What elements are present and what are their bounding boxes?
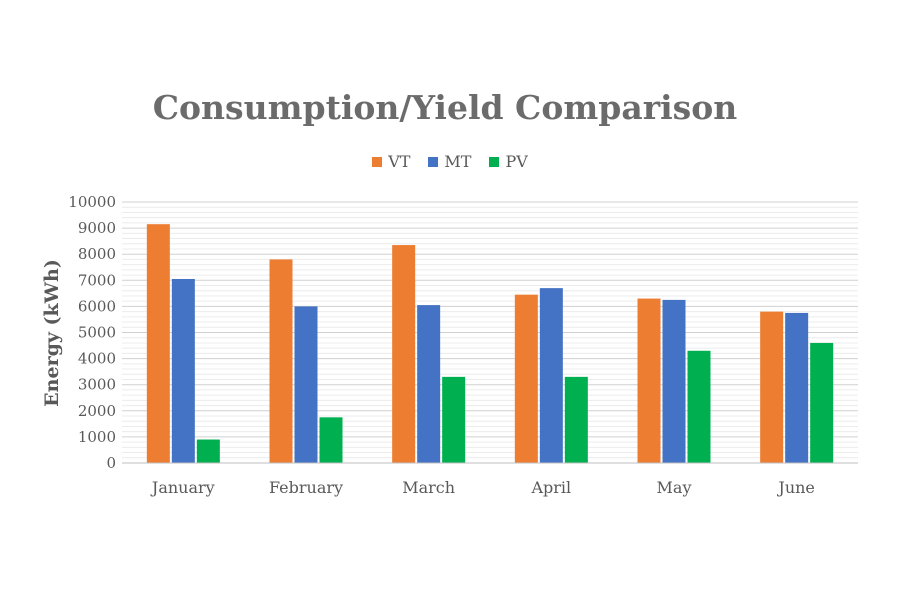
- bar-vt-february: [269, 259, 293, 463]
- x-tick-label: June: [776, 478, 815, 497]
- chart-title: Consumption/Yield Comparison: [152, 88, 738, 127]
- legend-item-mt: MT: [428, 152, 471, 171]
- y-tick-label: 5000: [78, 324, 116, 342]
- bar-pv-january: [196, 439, 220, 463]
- y-tick-label: 7000: [78, 271, 116, 289]
- y-tick-label: 6000: [78, 297, 116, 315]
- x-tick-label: April: [530, 478, 571, 497]
- bar-vt-january: [146, 224, 170, 463]
- legend-label: MT: [444, 152, 472, 171]
- y-tick-label: 4000: [78, 350, 116, 368]
- bar-mt-february: [294, 306, 318, 463]
- legend-label: VT: [388, 152, 411, 171]
- bar-mt-may: [662, 299, 686, 463]
- legend-swatch: [428, 156, 439, 167]
- bar-mt-june: [785, 312, 809, 463]
- y-tick-label: 10000: [68, 193, 116, 211]
- legend: VT MT PV: [0, 152, 900, 171]
- legend-swatch: [489, 156, 500, 167]
- legend-item-pv: PV: [489, 152, 528, 171]
- bars: [122, 224, 858, 464]
- bar-mt-april: [539, 288, 563, 463]
- legend-label: PV: [505, 152, 528, 171]
- bar-vt-march: [392, 245, 416, 463]
- bar-vt-april: [514, 294, 538, 463]
- y-tick-label: 0: [106, 454, 116, 472]
- x-tick-label: May: [657, 478, 692, 497]
- bar-pv-march: [442, 376, 466, 463]
- bar-mt-january: [171, 278, 195, 463]
- x-axis-ticks: January February March April May June: [150, 478, 815, 497]
- bar-mt-march: [417, 305, 441, 463]
- y-tick-label: 2000: [78, 402, 116, 420]
- x-tick-label: February: [269, 478, 343, 497]
- bar-vt-may: [637, 298, 661, 463]
- bar-pv-may: [687, 350, 711, 463]
- bar-pv-february: [319, 417, 343, 463]
- y-tick-label: 9000: [78, 219, 116, 237]
- y-axis-ticks: 0 1000 2000 3000 4000 5000 6000 7000 8000 9000 100…: [68, 193, 116, 472]
- x-tick-label: March: [402, 478, 455, 497]
- x-tick-label: January: [150, 478, 215, 497]
- gridlines: [122, 201, 858, 464]
- legend-swatch: [372, 156, 383, 167]
- bar-pv-april: [564, 376, 588, 463]
- bar-pv-june: [810, 342, 834, 463]
- y-tick-label: 8000: [78, 245, 116, 263]
- bar-vt-june: [760, 311, 784, 463]
- y-tick-label: 3000: [78, 376, 116, 394]
- y-tick-label: 1000: [78, 428, 116, 446]
- legend-item-vt: VT: [372, 152, 410, 171]
